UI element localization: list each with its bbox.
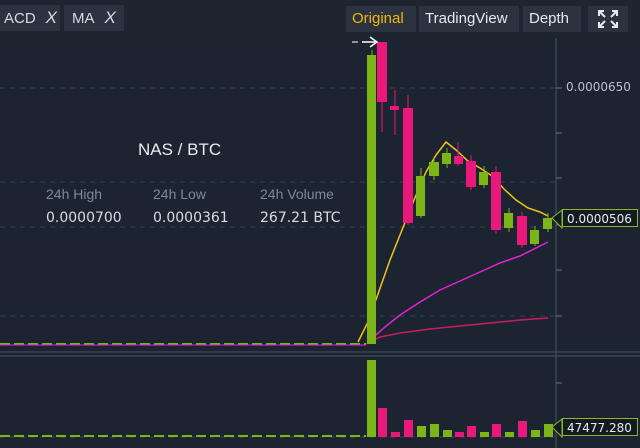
volume-bars bbox=[0, 360, 553, 437]
ma-mid-line bbox=[369, 241, 549, 341]
indicator-tab-acd[interactable]: ACD X bbox=[0, 5, 60, 31]
stat-low-value: 0.0000361 bbox=[153, 210, 229, 226]
flat-price-line bbox=[0, 343, 366, 346]
stat-volume-label: 24h Volume bbox=[260, 186, 334, 202]
view-tradingview-button[interactable]: TradingView bbox=[419, 6, 519, 32]
stat-high-label: 24h High bbox=[46, 186, 103, 202]
view-depth-button[interactable]: Depth bbox=[523, 6, 581, 32]
stat-high-value: 0.0000700 bbox=[46, 210, 122, 226]
stat-volume-value: 267.21 BTC bbox=[260, 210, 341, 226]
price-grid bbox=[0, 87, 556, 438]
pair-title: NAS / BTC bbox=[138, 140, 222, 159]
fullscreen-button[interactable] bbox=[588, 6, 628, 32]
indicator-tab-ma[interactable]: MA X bbox=[64, 5, 124, 31]
high-marker-arrow-icon bbox=[352, 36, 379, 48]
current-volume-label: 47477.280 bbox=[562, 418, 638, 436]
price-axis-ticks bbox=[556, 87, 562, 384]
price-axis-label: 0.0000650 bbox=[566, 80, 631, 94]
indicator-label: MA bbox=[72, 10, 95, 27]
fullscreen-icon bbox=[598, 10, 618, 28]
indicator-label: ACD bbox=[4, 10, 36, 27]
current-price-label: 0.0000506 bbox=[562, 209, 638, 227]
chart-toolbar: ACD X MA X Original TradingView Depth bbox=[0, 0, 640, 38]
close-icon[interactable]: X bbox=[45, 8, 58, 27]
stat-low-label: 24h Low bbox=[153, 186, 206, 202]
view-original-button[interactable]: Original bbox=[346, 6, 416, 32]
ma-short-line bbox=[357, 140, 549, 343]
current-volume-pointer bbox=[551, 417, 563, 439]
ma-long-line bbox=[365, 317, 549, 345]
axis-lines bbox=[0, 38, 640, 448]
candles bbox=[367, 42, 552, 344]
close-icon[interactable]: X bbox=[104, 8, 116, 27]
